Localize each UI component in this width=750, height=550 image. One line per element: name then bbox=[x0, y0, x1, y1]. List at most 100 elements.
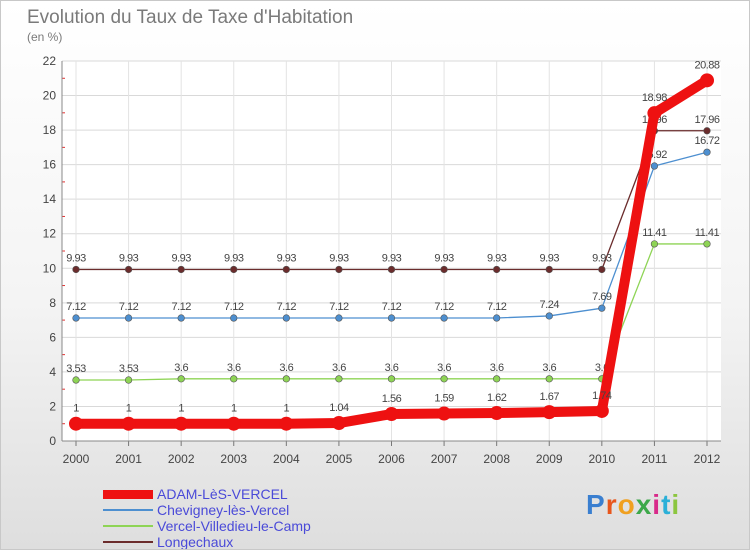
data-label-vercel-villedieu-le-camp: 3.6 bbox=[332, 362, 346, 374]
data-label-longechaux: 9.93 bbox=[592, 252, 612, 264]
data-label-chevigney-l-s-vercel: 7.12 bbox=[277, 301, 297, 313]
data-point-chevigney-l-s-vercel bbox=[335, 314, 343, 322]
legend-swatch bbox=[103, 541, 153, 543]
data-point-vercel-villedieu-le-camp bbox=[282, 375, 290, 383]
data-point-vercel-villedieu-le-camp bbox=[545, 375, 553, 383]
data-point-chevigney-l-s-vercel bbox=[545, 312, 553, 320]
data-label-longechaux: 9.93 bbox=[329, 252, 349, 264]
data-point-longechaux bbox=[493, 265, 501, 274]
data-point-adam-l-s-vercel bbox=[331, 416, 346, 431]
data-label-vercel-villedieu-le-camp: 3.6 bbox=[227, 362, 241, 374]
x-tick-label: 2012 bbox=[694, 452, 721, 466]
x-tick-label: 2003 bbox=[220, 452, 247, 466]
data-label-adam-l-s-vercel: 1.59 bbox=[434, 393, 454, 405]
x-tick-label: 2011 bbox=[642, 452, 668, 466]
data-point-chevigney-l-s-vercel bbox=[598, 304, 606, 312]
data-point-vercel-villedieu-le-camp bbox=[335, 375, 343, 383]
data-point-adam-l-s-vercel bbox=[279, 416, 294, 431]
legend-item: Vercel-Villedieu-le-Camp bbox=[103, 518, 311, 534]
data-point-adam-l-s-vercel bbox=[384, 407, 399, 422]
data-point-chevigney-l-s-vercel bbox=[72, 314, 80, 322]
data-point-vercel-villedieu-le-camp bbox=[650, 240, 659, 248]
y-tick-label: 20 bbox=[43, 89, 57, 103]
data-point-longechaux bbox=[703, 127, 711, 135]
data-point-longechaux bbox=[387, 265, 396, 274]
data-label-adam-l-s-vercel: 1.56 bbox=[382, 393, 402, 405]
data-label-chevigney-l-s-vercel: 16.72 bbox=[694, 135, 719, 147]
x-tick-label: 2000 bbox=[63, 452, 90, 466]
data-label-adam-l-s-vercel: 1 bbox=[126, 403, 132, 415]
data-label-longechaux: 9.93 bbox=[119, 252, 139, 264]
data-label-adam-l-s-vercel: 18.98 bbox=[642, 92, 667, 104]
data-label-chevigney-l-s-vercel: 7.12 bbox=[119, 301, 139, 313]
data-label-adam-l-s-vercel: 1.62 bbox=[487, 392, 507, 404]
data-label-chevigney-l-s-vercel: 7.12 bbox=[487, 301, 507, 313]
y-tick-label: 14 bbox=[43, 192, 57, 206]
proxiti-logo: Proxiti bbox=[586, 489, 681, 520]
data-point-adam-l-s-vercel bbox=[489, 406, 504, 421]
data-label-adam-l-s-vercel: 1 bbox=[284, 403, 290, 415]
data-point-vercel-villedieu-le-camp bbox=[387, 375, 396, 383]
data-point-adam-l-s-vercel bbox=[700, 73, 714, 88]
data-point-vercel-villedieu-le-camp bbox=[177, 375, 185, 383]
data-point-longechaux bbox=[282, 265, 290, 274]
data-label-adam-l-s-vercel: 1.74 bbox=[592, 390, 612, 402]
data-point-adam-l-s-vercel bbox=[542, 405, 557, 420]
data-label-chevigney-l-s-vercel: 7.12 bbox=[171, 301, 191, 313]
data-point-chevigney-l-s-vercel bbox=[703, 148, 711, 156]
chart-title: Evolution du Taux de Taxe d'Habitation bbox=[27, 7, 354, 28]
data-label-longechaux: 9.93 bbox=[224, 252, 244, 264]
legend-swatch bbox=[103, 489, 153, 499]
data-point-chevigney-l-s-vercel bbox=[493, 314, 501, 322]
data-point-longechaux bbox=[177, 265, 185, 274]
legend-item: Longechaux bbox=[103, 534, 311, 549]
data-point-vercel-villedieu-le-camp bbox=[230, 375, 238, 383]
data-label-adam-l-s-vercel: 1.04 bbox=[329, 402, 349, 414]
data-point-adam-l-s-vercel bbox=[121, 416, 136, 431]
data-label-longechaux: 9.93 bbox=[540, 252, 560, 264]
data-point-vercel-villedieu-le-camp bbox=[440, 375, 448, 383]
data-point-longechaux bbox=[335, 265, 343, 274]
data-label-chevigney-l-s-vercel: 7.12 bbox=[66, 301, 86, 313]
legend-item: ADAM-LèS-VERCEL bbox=[103, 486, 311, 502]
data-point-longechaux bbox=[440, 265, 448, 274]
data-point-chevigney-l-s-vercel bbox=[440, 314, 448, 322]
data-label-vercel-villedieu-le-camp: 3.6 bbox=[542, 362, 556, 374]
legend-swatch bbox=[103, 509, 153, 511]
x-tick-label: 2010 bbox=[588, 452, 615, 466]
data-label-chevigney-l-s-vercel: 7.12 bbox=[224, 301, 244, 313]
y-tick-label: 22 bbox=[43, 54, 57, 68]
data-point-adam-l-s-vercel bbox=[594, 403, 609, 418]
data-label-longechaux: 9.93 bbox=[66, 252, 86, 264]
data-label-vercel-villedieu-le-camp: 11.41 bbox=[695, 227, 720, 239]
data-point-chevigney-l-s-vercel bbox=[387, 314, 396, 322]
data-label-chevigney-l-s-vercel: 7.12 bbox=[434, 301, 454, 313]
data-label-vercel-villedieu-le-camp: 3.6 bbox=[174, 362, 188, 374]
y-tick-label: 8 bbox=[49, 296, 56, 310]
legend-swatch bbox=[103, 525, 153, 527]
data-point-chevigney-l-s-vercel bbox=[230, 314, 238, 322]
y-tick-label: 12 bbox=[43, 227, 57, 241]
data-label-chevigney-l-s-vercel: 7.12 bbox=[329, 301, 349, 313]
data-point-longechaux bbox=[72, 265, 80, 274]
data-point-vercel-villedieu-le-camp bbox=[72, 376, 80, 384]
x-tick-label: 2001 bbox=[115, 452, 142, 466]
x-tick-label: 2008 bbox=[483, 452, 510, 466]
data-label-longechaux: 9.93 bbox=[487, 252, 507, 264]
y-tick-label: 10 bbox=[43, 261, 57, 275]
data-label-adam-l-s-vercel: 1 bbox=[73, 403, 79, 415]
chart-unit-label: (en %) bbox=[27, 30, 63, 44]
y-tick-label: 2 bbox=[49, 399, 56, 413]
y-tick-label: 6 bbox=[49, 330, 56, 344]
data-point-adam-l-s-vercel bbox=[69, 416, 83, 431]
data-point-adam-l-s-vercel bbox=[174, 416, 189, 431]
y-tick-label: 18 bbox=[43, 123, 57, 137]
data-point-vercel-villedieu-le-camp bbox=[703, 240, 711, 248]
data-label-adam-l-s-vercel: 1 bbox=[178, 403, 184, 415]
data-point-vercel-villedieu-le-camp bbox=[124, 376, 133, 384]
data-point-chevigney-l-s-vercel bbox=[177, 314, 185, 322]
y-tick-label: 4 bbox=[49, 365, 56, 379]
data-label-longechaux: 17.96 bbox=[694, 114, 719, 126]
legend-label: ADAM-LèS-VERCEL bbox=[157, 486, 288, 502]
